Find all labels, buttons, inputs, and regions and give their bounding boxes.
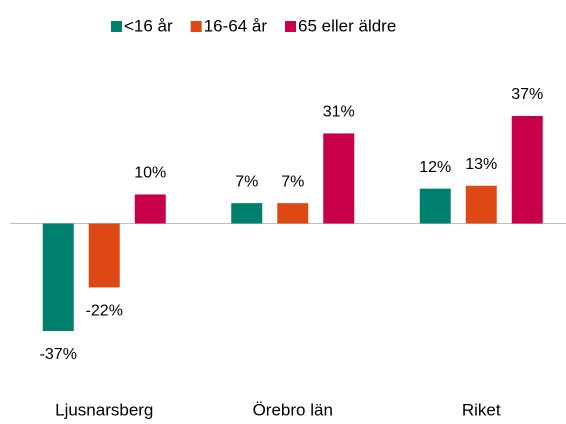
data-label: 31% bbox=[323, 104, 355, 121]
data-label: -37% bbox=[40, 346, 77, 363]
bar bbox=[231, 203, 263, 224]
bar bbox=[88, 223, 120, 288]
legend-label: 65 eller äldre bbox=[298, 16, 396, 35]
bar bbox=[42, 223, 74, 331]
legend-label: <16 år bbox=[124, 16, 173, 35]
data-label: 13% bbox=[465, 156, 497, 173]
legend-swatch bbox=[111, 21, 122, 32]
bar bbox=[419, 188, 451, 224]
bar bbox=[465, 185, 497, 224]
data-label: 37% bbox=[511, 86, 543, 103]
data-label: 7% bbox=[235, 173, 258, 190]
data-label: 7% bbox=[281, 173, 304, 190]
data-label: -22% bbox=[86, 303, 123, 320]
legend-swatch bbox=[285, 21, 297, 32]
legend-swatch bbox=[190, 21, 202, 32]
x-tick-label: Örebro län bbox=[253, 400, 333, 419]
data-label: 10% bbox=[134, 165, 166, 182]
data-label: 12% bbox=[419, 159, 451, 176]
bar bbox=[134, 194, 166, 224]
x-tick-label: Ljusnarsberg bbox=[55, 400, 153, 419]
x-tick-label: Riket bbox=[462, 400, 501, 419]
bar bbox=[277, 203, 309, 224]
bar bbox=[323, 133, 355, 224]
legend-label: 16-64 år bbox=[204, 16, 268, 35]
bar bbox=[511, 116, 543, 224]
legend: <16 år 16-64 år 65 eller äldre bbox=[111, 16, 396, 35]
